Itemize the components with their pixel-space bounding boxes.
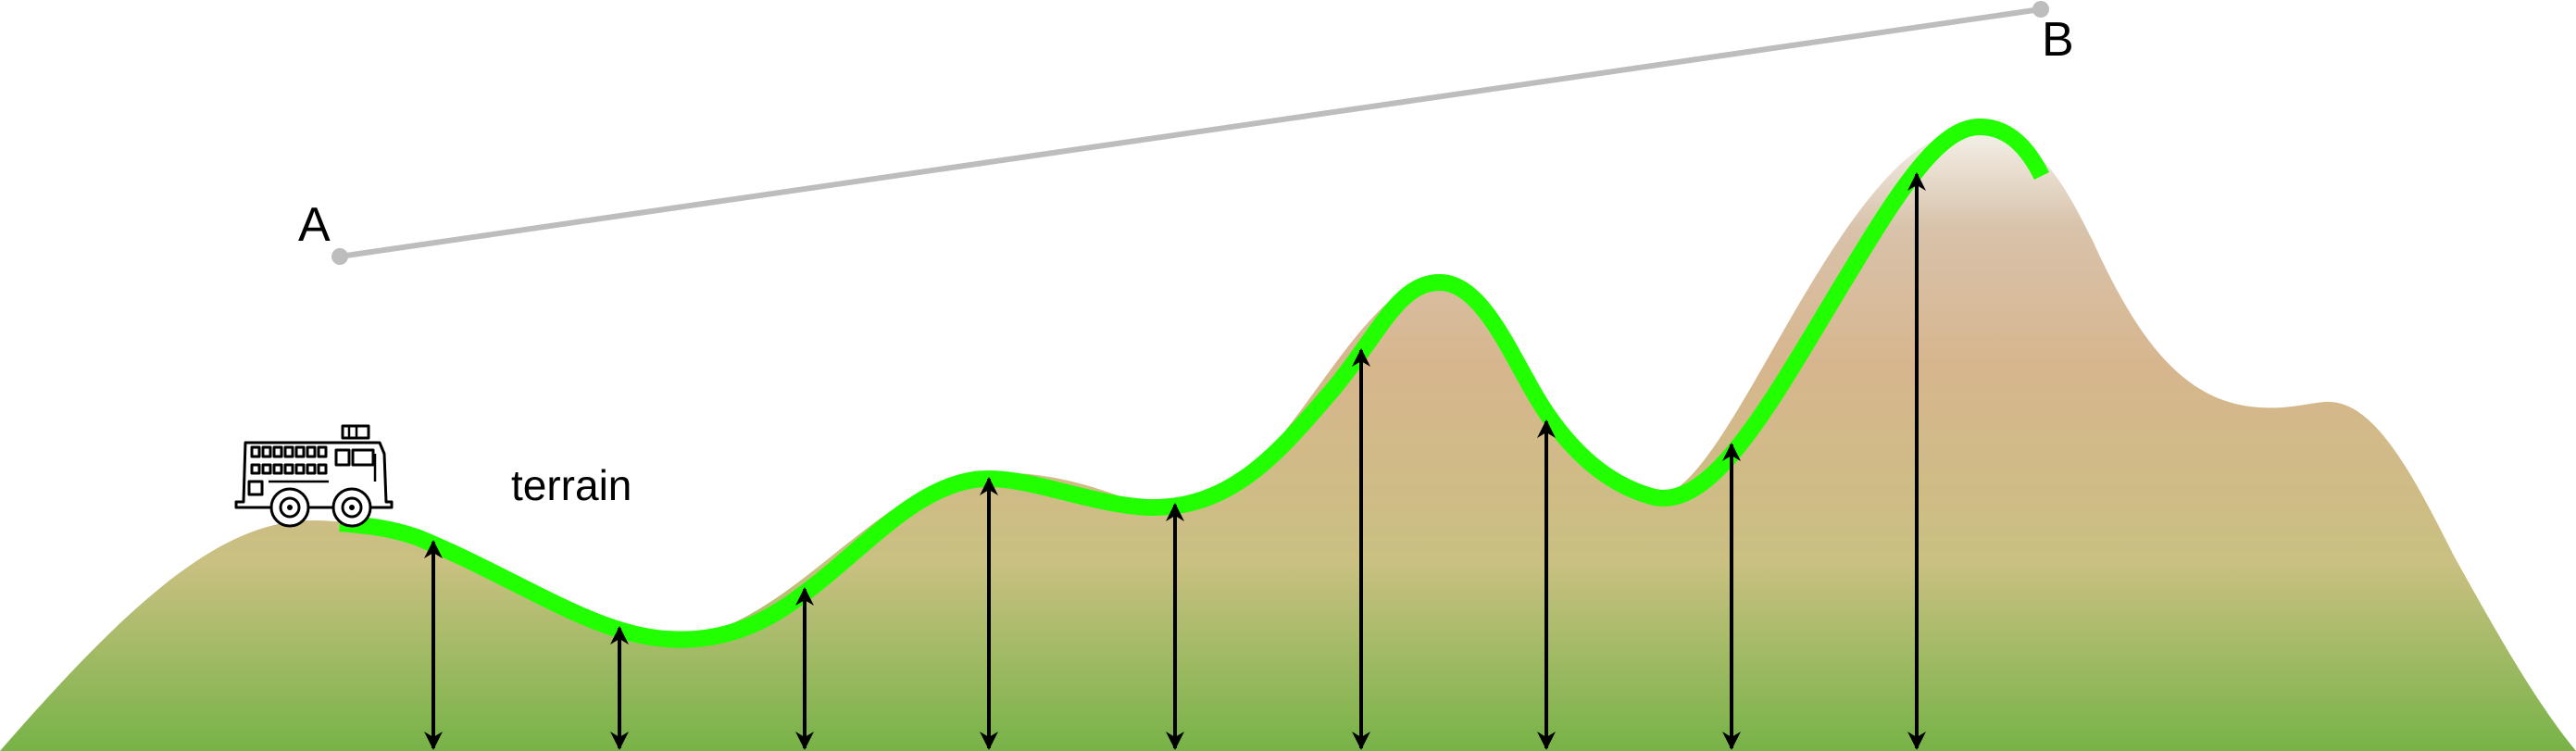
sight-line: [339, 6, 2042, 259]
terrain-label: terrain: [511, 461, 631, 509]
height-arrows: [424, 172, 1926, 750]
point-b-label: B: [2042, 13, 2074, 67]
vehicle-path: [339, 119, 2050, 648]
fire-truck-icon: [234, 424, 394, 528]
point-a-label: A: [298, 198, 331, 252]
point-b-dot: [2032, 1, 2049, 18]
point-a-dot: [331, 248, 348, 265]
